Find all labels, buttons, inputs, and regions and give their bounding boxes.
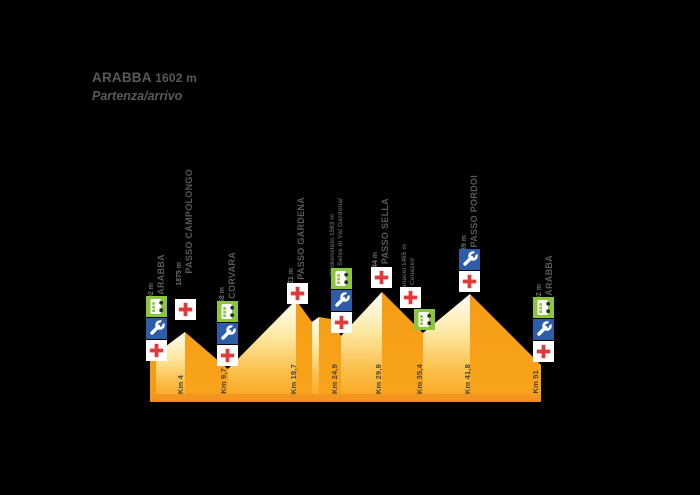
medical-cross-icon bbox=[400, 287, 421, 308]
base-band bbox=[150, 394, 541, 402]
bus-icon bbox=[533, 297, 554, 318]
ascent-face bbox=[228, 300, 296, 402]
waypoint-label-passo-pordoi: 2239 m PASSO PORDOI bbox=[461, 174, 479, 259]
waypoint-label-passo-campolongo: 1875 m PASSO CAMPOLONGO bbox=[176, 169, 194, 286]
medical-cross-icon bbox=[217, 345, 238, 366]
wrench-icon bbox=[533, 319, 554, 340]
medical-cross-icon bbox=[371, 267, 392, 288]
waypoint-label-passo-sella: 2244 m PASSO SELLA bbox=[372, 197, 390, 276]
waypoint-label-arabba-finish: 1602 m ARABBA bbox=[536, 255, 554, 308]
medical-cross-icon bbox=[533, 341, 554, 362]
medical-cross-icon bbox=[331, 312, 352, 333]
km-marker: Km 18,7 bbox=[289, 363, 298, 394]
km-marker: Km 9,7 bbox=[219, 368, 228, 394]
ascent-face bbox=[423, 294, 470, 402]
bus-icon bbox=[146, 296, 167, 317]
medical-cross-icon bbox=[287, 283, 308, 304]
medical-cross-icon bbox=[175, 299, 196, 320]
service-icons-pordoi bbox=[459, 249, 480, 292]
bus-icon bbox=[414, 309, 435, 330]
km-marker: Km 51 bbox=[531, 370, 540, 394]
wrench-icon bbox=[459, 249, 480, 270]
service-icons-campolongo bbox=[175, 299, 196, 320]
service-icons-gardena bbox=[287, 283, 308, 304]
title-name: ARABBA bbox=[92, 70, 152, 85]
waypoint-label-canazei: Cianacei 1465 m Canazei/ bbox=[401, 244, 416, 295]
bus-icon bbox=[217, 301, 238, 322]
bus-icon bbox=[331, 268, 352, 289]
service-icons-arabba-start bbox=[146, 296, 167, 361]
medical-cross-icon bbox=[146, 340, 167, 361]
waypoint-label-arabba-start: 1602 m ARABBA bbox=[148, 254, 166, 307]
ascent-face bbox=[312, 317, 319, 402]
service-icons-canazei bbox=[400, 287, 421, 308]
wrench-icon bbox=[217, 323, 238, 344]
waypoint-label-selva-wolkenstein: Wolkenstein 1563 m Selva di Val Gardena/ bbox=[329, 198, 344, 276]
service-icons-sella bbox=[371, 267, 392, 288]
service-icons-selva bbox=[331, 268, 352, 333]
km-marker: Km 29,9 bbox=[374, 363, 383, 394]
title-altitude: 1602 m bbox=[155, 71, 198, 85]
service-icons-arabba-finish bbox=[533, 297, 554, 362]
waypoint-label-corvara: 1568 m CORVARA bbox=[219, 252, 237, 311]
start-edge-shading bbox=[150, 354, 156, 402]
km-marker: Km 35,4 bbox=[415, 363, 424, 394]
wrench-icon bbox=[146, 318, 167, 339]
medical-cross-icon bbox=[459, 271, 480, 292]
base-line bbox=[150, 400, 541, 402]
km-marker: Km 24,9 bbox=[330, 363, 339, 394]
km-marker: Km 4 bbox=[176, 374, 185, 394]
title-subtitle: Partenza/arrivo bbox=[92, 88, 183, 103]
title-block: ARABBA 1602 m Partenza/arrivo bbox=[92, 70, 197, 105]
service-icons-corvara bbox=[217, 301, 238, 366]
ascent-face bbox=[150, 332, 185, 402]
km-marker: Km 41,8 bbox=[463, 363, 472, 394]
waypoint-label-passo-gardena: 2121 m PASSO GARDENA bbox=[288, 197, 306, 292]
service-icons-canazei-bus bbox=[414, 309, 435, 330]
ascent-face bbox=[341, 292, 382, 402]
page-title: ARABBA 1602 m bbox=[92, 70, 197, 87]
wrench-icon bbox=[331, 290, 352, 311]
